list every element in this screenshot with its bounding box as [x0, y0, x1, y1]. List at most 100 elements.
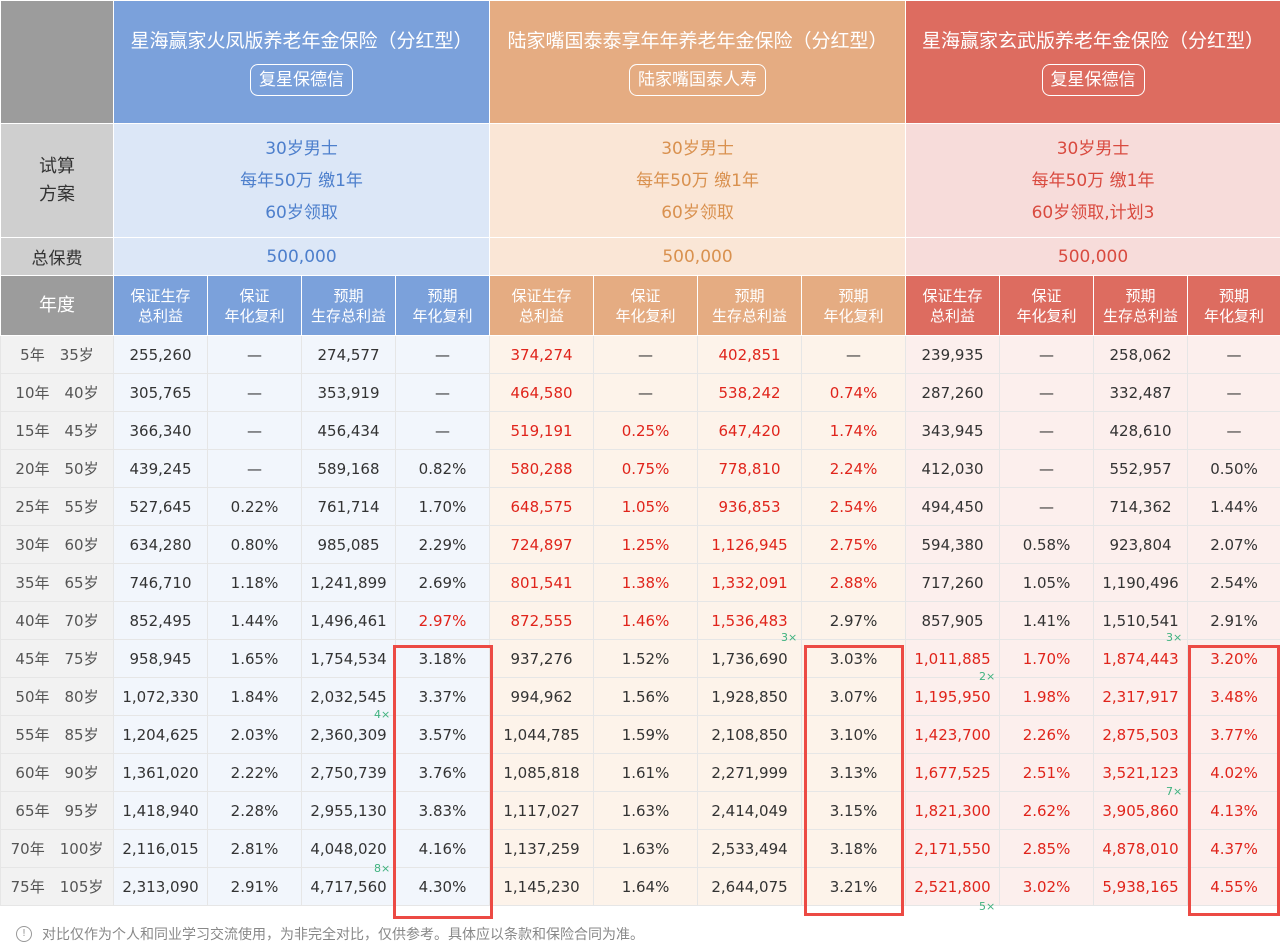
table-row: 15年 45岁 366,340—456,434—519,191 0.25% 647,4… [0, 411, 1280, 450]
table-cell: 717,260 [905, 563, 1001, 602]
product-header-2: 陆家嘴国泰泰享年年养老年金保险（分红型） 陆家嘴国泰人寿 [489, 0, 907, 124]
table-cell: 428,610 [1093, 411, 1189, 450]
table-cell: 0.50% [1187, 449, 1280, 488]
table-cell: 761,714 [301, 487, 396, 526]
table-cell: 648,575 [489, 487, 595, 526]
table-cell: 1,190,496 [1093, 563, 1189, 602]
table-cell: 3.83% [394, 791, 491, 830]
table-cell: 2.91% [207, 867, 302, 906]
table-cell: 0.22% [207, 487, 302, 526]
table-cell: 2,271,999 [697, 753, 803, 792]
table-cell: 456,434 [301, 411, 396, 450]
table-cell: 2.91% [1187, 601, 1280, 640]
table-cell: 2.24% [801, 449, 907, 488]
table-cell: 2.54% [801, 487, 907, 526]
table-cell: 2.29% [394, 525, 491, 564]
premium-label: 总保费 [0, 237, 114, 276]
table-cell: 1.05% [999, 563, 1095, 602]
table-cell: 1.44% [207, 601, 302, 640]
table-cell: 746,710 [113, 563, 208, 602]
table-cell: 343,945 [905, 411, 1001, 450]
premium-value: 500,000 [489, 237, 907, 276]
table-cell: 1.70% [999, 639, 1095, 678]
table-cell: 412,030 [905, 449, 1001, 488]
table-cell: 1,204,625 [113, 715, 208, 754]
year-cell: 10年 40岁 [0, 373, 114, 412]
product-title: 陆家嘴国泰泰享年年养老年金保险（分红型） [507, 30, 888, 52]
table-row: 45年 75岁 958,945 1.65% 1,754,534 3.18% 937,276… [0, 639, 1280, 678]
table-cell: 5,938,165 [1093, 867, 1189, 906]
table-cell: — [1187, 373, 1280, 412]
year-cell: 25年 55岁 [0, 487, 114, 526]
company-badge: 复星保德信 [1041, 64, 1145, 96]
plan-cell-3: 30岁男士 每年50万 缴1年 60岁领取,计划3 [905, 123, 1280, 238]
year-cell: 5年 35岁 [0, 335, 114, 374]
table-row: 20年 50岁 439,245—589,168 0.82% 580,288 0.75% 7… [0, 449, 1280, 488]
year-cell: 50年 80岁 [0, 677, 114, 716]
table-cell: 801,541 [489, 563, 595, 602]
disclaimer-text: 对比仅作为个人和同业学习交流使用，为非完全对比，仅供参考。具体应以条款和保险合同… [42, 927, 644, 943]
table-row: 70年 100岁 2,116,015 2.81% 4,048,020 4.16% 1,13… [0, 829, 1280, 868]
year-cell: 60年 90岁 [0, 753, 114, 792]
table-row: 55年 85岁 1,204,625 2.03% 2,360,309 3.57% 1,044… [0, 715, 1280, 754]
table-cell: 994,962 [489, 677, 595, 716]
table-cell: 1,418,940 [113, 791, 208, 830]
company-badge: 陆家嘴国泰人寿 [629, 64, 767, 96]
table-cell: 353,919 [301, 373, 396, 412]
table-cell: 2.26% [999, 715, 1095, 754]
table-cell: 0.75% [593, 449, 699, 488]
plan-cell-1: 30岁男士 每年50万 缴1年 60岁领取 [112, 123, 491, 238]
table-cell: — [1187, 411, 1280, 450]
table-cell: 1,361,020 [113, 753, 208, 792]
table-cell: 519,191 [489, 411, 595, 450]
table-cell: — [207, 373, 302, 412]
multiple-mark: 7× [1166, 785, 1183, 798]
table-cell: 937,276 [489, 639, 595, 678]
plan-line: 每年50万 缴1年 [240, 170, 363, 191]
table-cell: 2,171,550 [905, 829, 1001, 868]
premium-value: 500,000 [112, 237, 491, 276]
table-cell: 1.65% [207, 639, 302, 678]
plan-cell-2: 30岁男士 每年50万 缴1年 60岁领取 [489, 123, 907, 238]
table-cell: 852,495 [113, 601, 208, 640]
table-cell: — [394, 411, 491, 450]
table-cell: 3.07% [801, 677, 907, 716]
premium-value: 500,000 [905, 237, 1280, 276]
disclaimer: ! 对比仅作为个人和同业学习交流使用，为非完全对比，仅供参考。具体应以条款和保险… [16, 924, 644, 944]
table-cell: — [801, 335, 907, 374]
table-cell: 2.28% [207, 791, 302, 830]
table-cell: 2,108,850 [697, 715, 803, 754]
table-cell: 1.25% [593, 525, 699, 564]
table-cell: 1,874,443 [1093, 639, 1189, 678]
table-cell: 1.84% [207, 677, 302, 716]
table-cell: — [207, 335, 302, 374]
plan-line: 30岁男士 [1056, 138, 1130, 159]
table-cell: 1,821,300 [905, 791, 1001, 830]
table-cell: 3.20% [1187, 639, 1280, 678]
year-cell: 65年 95岁 [0, 791, 114, 830]
product-header-1: 星海赢家火凤版养老年金保险（分红型） 复星保德信 [112, 0, 491, 124]
table-cell: — [999, 487, 1095, 526]
multiple-mark: 2× [979, 670, 996, 683]
table-cell: 494,450 [905, 487, 1001, 526]
table-cell: 0.58% [999, 525, 1095, 564]
table-cell: 402,851 [697, 335, 803, 374]
table-cell: 2.07% [1187, 525, 1280, 564]
column-header: 保证 年化复利 [999, 275, 1095, 336]
table-cell: 552,957 [1093, 449, 1189, 488]
year-cell: 35年 65岁 [0, 563, 114, 602]
table-row: 5年 35岁 255,260—274,577—374,274—402,851—23… [0, 335, 1280, 374]
plan-line: 60岁领取 [661, 202, 734, 223]
table-cell: 985,085 [301, 525, 396, 564]
table-cell: — [207, 411, 302, 450]
table-cell: 1.63% [593, 829, 699, 868]
table-cell: 3.21% [801, 867, 907, 906]
table-cell: 778,810 [697, 449, 803, 488]
table-row: 40年 70岁 852,495 1.44% 1,496,461 2.97% 872,555… [0, 601, 1280, 640]
table-cell: 3,905,860 [1093, 791, 1189, 830]
table-cell: 1,044,785 [489, 715, 595, 754]
table-cell: 3.18% [801, 829, 907, 868]
year-cell: 30年 60岁 [0, 525, 114, 564]
table-cell: 1.41% [999, 601, 1095, 640]
column-header: 保证 年化复利 [207, 275, 302, 336]
